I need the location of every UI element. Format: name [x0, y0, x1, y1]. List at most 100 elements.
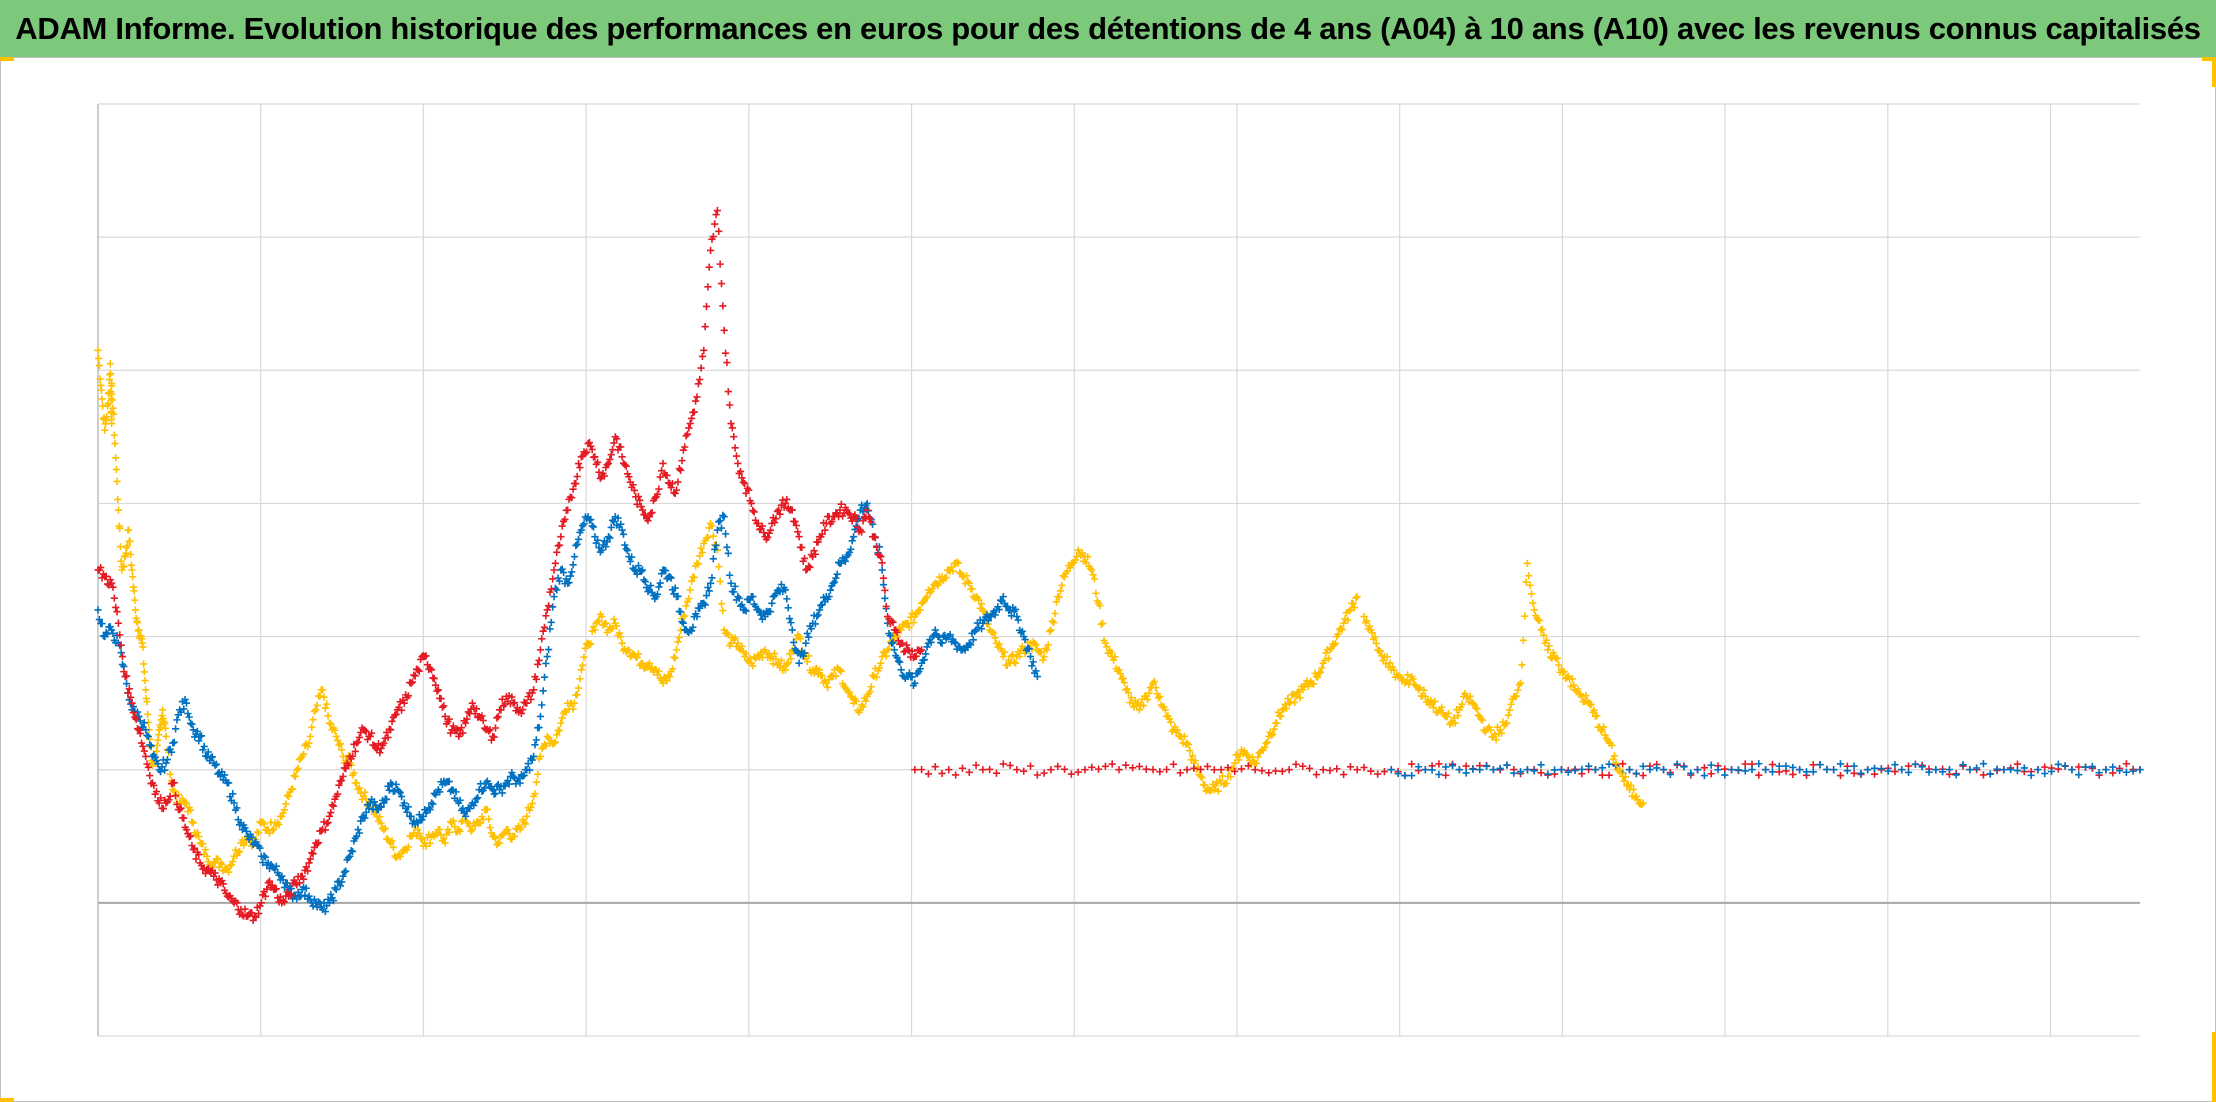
data-point: [1312, 770, 1320, 779]
data-point: [1680, 763, 1688, 771]
data-point: [574, 459, 583, 468]
data-point: [2027, 771, 2035, 779]
data-point: [186, 806, 195, 814]
data-point: [1048, 617, 1056, 625]
data-point: [845, 688, 854, 696]
data-point: [1639, 762, 1647, 770]
data-point: [730, 433, 738, 441]
data-point: [1598, 764, 1606, 772]
data-point: [719, 302, 727, 310]
data-point: [372, 801, 380, 809]
data-point: [1536, 616, 1544, 625]
data-point: [768, 599, 776, 607]
data-point: [685, 424, 693, 432]
data-point: [362, 808, 370, 816]
data-point: [867, 683, 875, 691]
data-point: [700, 346, 708, 354]
data-point: [116, 631, 124, 639]
data-point: [1510, 769, 1518, 777]
data-point: [795, 659, 803, 667]
data-point: [219, 880, 227, 888]
data-point: [591, 626, 599, 634]
data-point: [218, 860, 226, 868]
data-point: [321, 826, 329, 834]
data-point: [1775, 762, 1783, 770]
data-point: [840, 556, 848, 565]
data-point: [1169, 760, 1178, 768]
data-point: [1322, 649, 1330, 657]
data-point: [897, 666, 905, 674]
data-point: [1870, 764, 1879, 772]
data-point: [408, 678, 417, 686]
data-point: [918, 766, 926, 774]
data-point: [457, 724, 466, 732]
data-point: [754, 606, 762, 614]
data-point: [977, 625, 986, 633]
data-point: [875, 664, 884, 672]
data-point: [434, 686, 442, 694]
data-point: [896, 658, 904, 666]
data-point: [1605, 771, 1613, 779]
data-point: [1809, 768, 1817, 776]
data-point: [833, 570, 841, 578]
corner-mark-top-left: [0, 57, 14, 61]
data-point: [1214, 787, 1222, 795]
data-point: [2088, 762, 2096, 771]
data-point: [908, 673, 916, 681]
data-point: [918, 646, 926, 654]
data-point: [1526, 581, 1534, 589]
data-point: [638, 659, 647, 667]
data-point: [181, 695, 189, 704]
data-point: [113, 608, 121, 616]
data-point: [1409, 675, 1417, 683]
data-point: [1891, 761, 1899, 769]
data-point: [130, 587, 138, 595]
data-point: [235, 847, 244, 856]
data-point: [711, 220, 719, 228]
data-point: [366, 799, 374, 807]
data-point: [849, 533, 858, 541]
data-point: [530, 686, 538, 694]
data-point: [426, 839, 434, 847]
data-point: [577, 666, 585, 674]
data-point: [542, 659, 550, 668]
data-point: [1119, 674, 1127, 682]
data-point: [1506, 706, 1514, 714]
data-point: [1523, 559, 1531, 567]
data-point: [102, 572, 110, 580]
data-point: [555, 726, 564, 735]
data-point: [1273, 719, 1281, 727]
data-point: [1120, 679, 1129, 687]
data-point: [1360, 613, 1368, 621]
data-point: [727, 419, 735, 428]
data-point: [602, 619, 610, 627]
data-point: [1330, 641, 1338, 649]
data-point: [962, 572, 971, 580]
data-point: [1081, 766, 1089, 774]
data-point: [1025, 645, 1033, 653]
data-point: [329, 802, 338, 810]
data-point: [1612, 759, 1620, 767]
data-point: [1305, 764, 1314, 772]
data-point: [798, 543, 806, 552]
data-point: [1625, 766, 1634, 774]
data-point: [490, 833, 498, 841]
data-point: [94, 346, 102, 354]
data-point: [1115, 666, 1123, 674]
data-point: [173, 716, 181, 724]
data-point: [163, 755, 172, 764]
data-point: [1258, 767, 1266, 775]
data-point: [201, 869, 210, 877]
data-point: [199, 840, 207, 848]
data-point: [920, 656, 928, 664]
data-point: [671, 489, 679, 498]
data-point: [167, 748, 176, 756]
data-points: [94, 206, 2144, 924]
data-point: [255, 910, 263, 918]
data-point: [302, 863, 310, 871]
data-point: [331, 884, 339, 892]
data-point: [903, 641, 911, 649]
data-point: [1135, 706, 1144, 714]
data-point: [862, 697, 870, 705]
data-point: [472, 705, 481, 713]
